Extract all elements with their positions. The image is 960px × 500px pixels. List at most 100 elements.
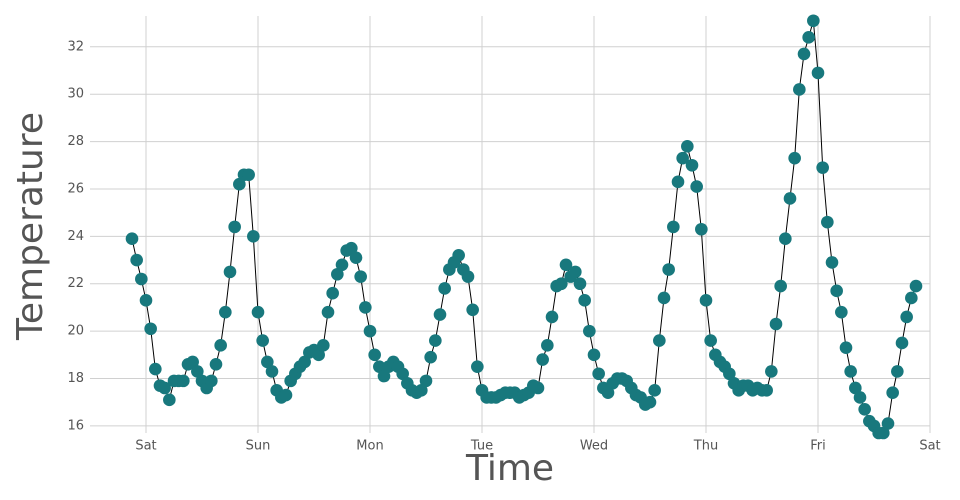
marker — [466, 303, 479, 317]
marker — [723, 367, 736, 381]
marker — [349, 251, 363, 264]
marker — [242, 168, 255, 182]
marker — [807, 14, 820, 28]
marker — [471, 360, 484, 373]
marker — [690, 180, 703, 193]
marker — [592, 367, 605, 381]
marker — [821, 215, 834, 229]
marker — [256, 334, 269, 347]
marker — [373, 360, 386, 373]
marker — [653, 334, 666, 347]
marker — [354, 270, 367, 283]
marker — [881, 417, 895, 430]
marker — [667, 220, 680, 234]
marker — [905, 291, 918, 305]
y-tick-label: 30 — [67, 87, 84, 102]
marker — [205, 374, 218, 388]
x-tick-label: Sat — [919, 439, 940, 454]
x-tick-label: Sun — [246, 439, 271, 454]
y-tick-label: 16 — [67, 418, 84, 433]
marker — [377, 369, 391, 383]
marker — [788, 151, 801, 165]
y-tick-label: 22 — [67, 276, 84, 291]
marker — [662, 263, 675, 276]
marker — [681, 140, 694, 153]
marker — [135, 272, 148, 286]
marker — [321, 305, 335, 319]
marker — [424, 350, 437, 364]
marker — [331, 267, 344, 281]
marker — [149, 362, 162, 376]
marker — [228, 220, 241, 234]
y-tick-label: 26 — [67, 181, 84, 196]
marker — [415, 384, 428, 397]
marker — [545, 310, 559, 324]
y-tick-label: 18 — [67, 371, 84, 386]
marker — [793, 83, 806, 96]
y-tick-label: 28 — [67, 134, 84, 149]
marker — [816, 161, 829, 174]
marker — [209, 357, 223, 371]
marker — [858, 403, 871, 416]
marker — [247, 230, 260, 243]
marker — [177, 374, 190, 388]
marker — [541, 339, 554, 352]
marker — [583, 324, 596, 338]
marker — [648, 384, 661, 397]
marker — [676, 151, 689, 165]
y-tick-label: 20 — [67, 324, 84, 339]
marker — [265, 365, 279, 378]
marker — [601, 386, 615, 400]
marker — [233, 177, 246, 191]
marker — [223, 265, 237, 279]
x-tick-label: Mon — [356, 439, 383, 454]
marker — [139, 294, 153, 307]
marker — [438, 282, 451, 295]
marker — [219, 305, 232, 319]
marker — [704, 334, 717, 347]
marker — [345, 241, 358, 255]
marker — [317, 339, 330, 352]
marker — [555, 277, 568, 291]
marker — [429, 334, 442, 347]
marker — [573, 277, 587, 291]
x-tick-label: Wed — [580, 439, 608, 454]
marker — [433, 308, 447, 321]
marker — [811, 66, 825, 80]
marker — [699, 294, 713, 307]
marker — [765, 365, 778, 378]
marker — [891, 365, 904, 378]
marker — [685, 158, 699, 172]
y-tick-label: 24 — [67, 229, 84, 244]
x-tick-label: Sat — [135, 439, 156, 454]
marker — [760, 384, 773, 397]
marker — [359, 301, 372, 314]
marker — [802, 31, 815, 44]
line — [131, 20, 917, 434]
marker — [839, 341, 853, 355]
marker — [569, 265, 582, 279]
marker — [368, 348, 381, 362]
marker — [251, 305, 265, 319]
marker — [261, 355, 274, 369]
marker — [895, 336, 909, 350]
marker — [363, 324, 377, 338]
marker — [909, 279, 923, 293]
x-tick-label: Thu — [693, 439, 718, 454]
marker — [900, 310, 913, 324]
marker — [419, 374, 433, 388]
marker — [587, 348, 601, 362]
x-axis-title: Time — [465, 448, 554, 489]
marker — [774, 279, 787, 293]
marker — [853, 391, 867, 404]
marker — [779, 232, 792, 246]
marker — [298, 355, 311, 369]
marker — [695, 222, 708, 236]
marker — [886, 386, 899, 400]
marker — [769, 317, 783, 331]
marker — [214, 339, 227, 352]
marker — [461, 270, 475, 283]
marker — [835, 305, 848, 319]
marker — [163, 393, 176, 407]
marker — [844, 365, 857, 378]
